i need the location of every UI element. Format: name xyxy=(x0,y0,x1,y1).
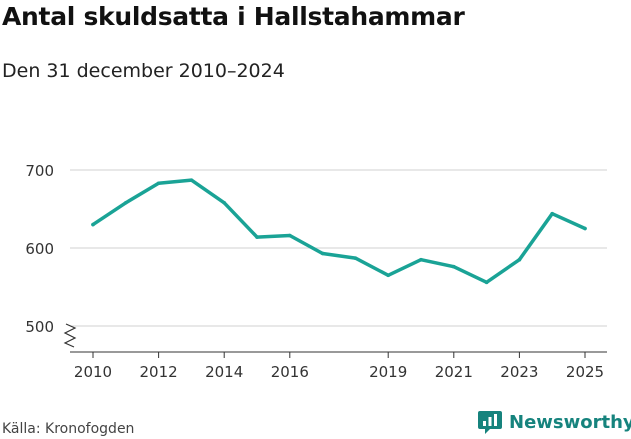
data-point xyxy=(353,256,358,260)
y-tick-label: 700 xyxy=(25,162,54,180)
y-tick-label: 600 xyxy=(25,240,54,258)
data-point xyxy=(320,251,325,256)
data-point xyxy=(452,264,456,269)
chart-subtitle: Den 31 december 2010–2024 xyxy=(2,60,285,82)
series-line xyxy=(91,178,587,285)
x-tick-label: 2021 xyxy=(435,363,473,381)
data-point xyxy=(386,273,391,278)
data-point xyxy=(288,233,292,238)
brand-name: Newsworthy xyxy=(509,411,631,433)
data-point xyxy=(124,200,128,205)
x-tick-label: 2025 xyxy=(566,363,604,381)
source-note: Källa: Kronofogden xyxy=(2,421,135,437)
x-tick-label: 2014 xyxy=(205,363,243,381)
axis-break-icon xyxy=(63,323,77,348)
data-point xyxy=(222,200,226,205)
x-tick-label: 2010 xyxy=(74,363,112,381)
data-point xyxy=(517,257,522,262)
line-chart: 500 600 700 2010 2012 2014 2016 2019 2021 2023 202… xyxy=(25,162,607,381)
data-point xyxy=(419,257,423,262)
data-point xyxy=(91,222,95,227)
x-tick-label: 2019 xyxy=(369,363,407,381)
brand: Newsworthy xyxy=(477,409,631,435)
x-tick-label: 2023 xyxy=(500,363,538,381)
data-point xyxy=(255,235,259,239)
y-tick-label: 500 xyxy=(25,318,54,336)
chart-title: Antal skuldsatta i Hallstahammar xyxy=(2,2,465,31)
data-point xyxy=(550,211,554,216)
data-point xyxy=(583,226,587,231)
data-point xyxy=(484,280,489,285)
data-point xyxy=(189,178,194,182)
x-tick-label: 2012 xyxy=(140,363,178,381)
x-tick-label: 2016 xyxy=(271,363,309,381)
data-point xyxy=(156,181,161,186)
newsworthy-logo-icon xyxy=(478,411,502,434)
